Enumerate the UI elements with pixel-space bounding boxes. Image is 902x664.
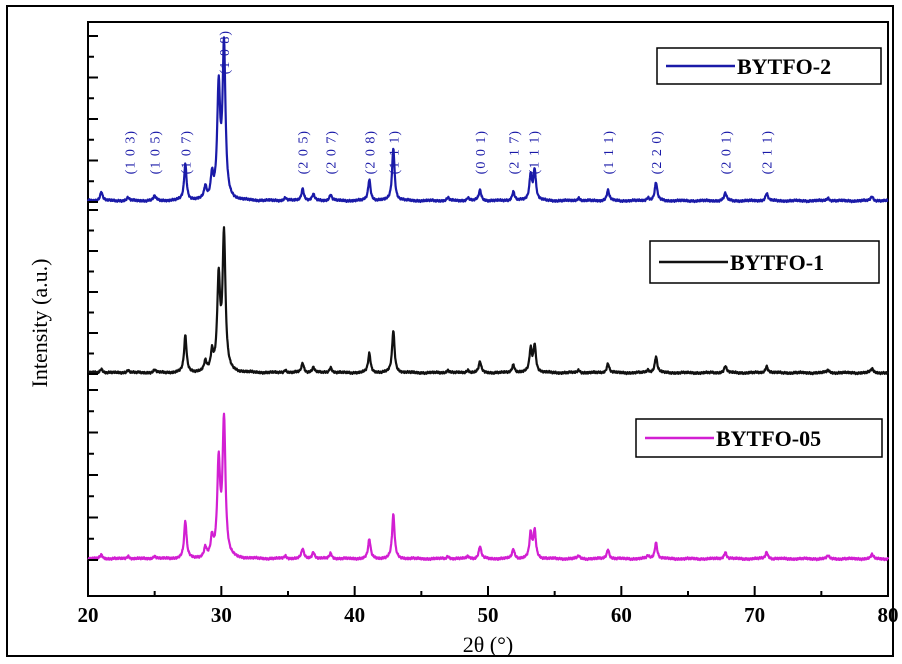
hkl-annotation: (2 0 5): [297, 130, 312, 174]
x-tick-label: 50: [478, 603, 499, 627]
series-line-bytfo-05: [87, 412, 890, 562]
figure-frame: [6, 5, 894, 657]
tick-labels: 20 30 40 50 60 70 80: [78, 603, 899, 627]
y-axis-title: Intensity (a.u.): [27, 259, 52, 388]
hkl-annotation: (1 1 1): [387, 130, 402, 174]
hkl-annotation: (1 1 1): [602, 130, 617, 174]
hkl-annotation: (1 0 5): [149, 130, 164, 174]
x-tick-label: 20: [78, 603, 99, 627]
hkl-annotation: (1 0 3): [123, 130, 138, 174]
x-tick-label: 40: [344, 603, 365, 627]
hkl-annotations: (1 0 3) (1 0 5) (1 0 7) (1 0 8) (2 0 5) (2 0 …: [123, 30, 775, 174]
x-axis-title: 2θ (°): [463, 632, 514, 657]
series-line-bytfo-1: [87, 226, 890, 376]
hkl-annotation: (2 1 7): [507, 130, 522, 174]
hkl-annotation: (2 2 0): [650, 130, 665, 174]
series-line-bytfo-2: [86, 36, 889, 204]
x-tick-label: 60: [611, 603, 632, 627]
hkl-annotation: (2 0 1): [719, 130, 734, 174]
axis-ticks: [87, 35, 889, 596]
plot-border: [87, 21, 889, 597]
hkl-annotation: (2 1 1): [761, 130, 776, 174]
x-tick-label: 30: [211, 603, 232, 627]
legend-box-bytfo-05: [635, 418, 883, 458]
hkl-annotation: (1 0 8): [218, 30, 233, 74]
hkl-annotation: (2 0 8): [363, 130, 378, 174]
plot-area: [86, 21, 890, 597]
legend-label-bytfo-05: BYTFO-05: [716, 426, 821, 451]
hkl-annotation: (1 0 7): [179, 130, 194, 174]
x-tick-label: 70: [744, 603, 765, 627]
hkl-annotation: (1 1 1): [527, 130, 542, 174]
legends: BYTFO-2 BYTFO-1 BYTFO-05: [635, 47, 883, 458]
hkl-annotation: (0 0 1): [474, 130, 489, 174]
legend-label-bytfo-1: BYTFO-1: [730, 250, 824, 275]
hkl-annotation: (2 0 7): [325, 130, 340, 174]
x-tick-label: 80: [878, 603, 899, 627]
legend-label-bytfo-2: BYTFO-2: [737, 54, 831, 79]
